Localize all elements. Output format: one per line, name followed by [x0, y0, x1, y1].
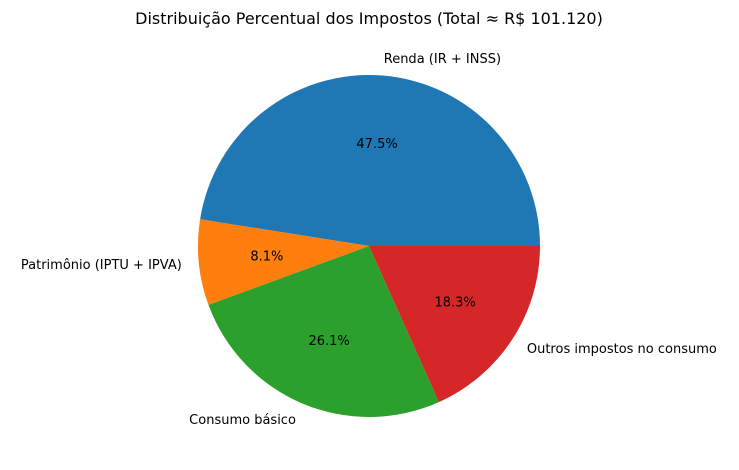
chart-title: Distribuição Percentual dos Impostos (To… [135, 9, 603, 28]
pie-category-label-3: Outros impostos no consumo [527, 342, 717, 357]
pie-labels: 47.5% Renda (IR + INSS) 8.1% Patrimônio (IP… [21, 52, 717, 428]
pie-category-label-2: Consumo básico [189, 413, 296, 428]
pie-slices [198, 75, 541, 417]
pie-percent-label-2: 26.1% [308, 334, 349, 349]
pie-category-label-0: Renda (IR + INSS) [384, 52, 501, 67]
pie-slice-3 [369, 246, 540, 403]
pie-slice-1 [198, 219, 369, 305]
pie-percent-label-3: 18.3% [434, 295, 475, 310]
pie-category-label-1: Patrimônio (IPTU + IPVA) [21, 258, 182, 273]
pie-slice-2 [208, 246, 439, 417]
pie-percent-label-0: 47.5% [356, 137, 397, 152]
pie-slice-0 [200, 75, 541, 246]
pie-percent-label-1: 8.1% [250, 249, 283, 264]
